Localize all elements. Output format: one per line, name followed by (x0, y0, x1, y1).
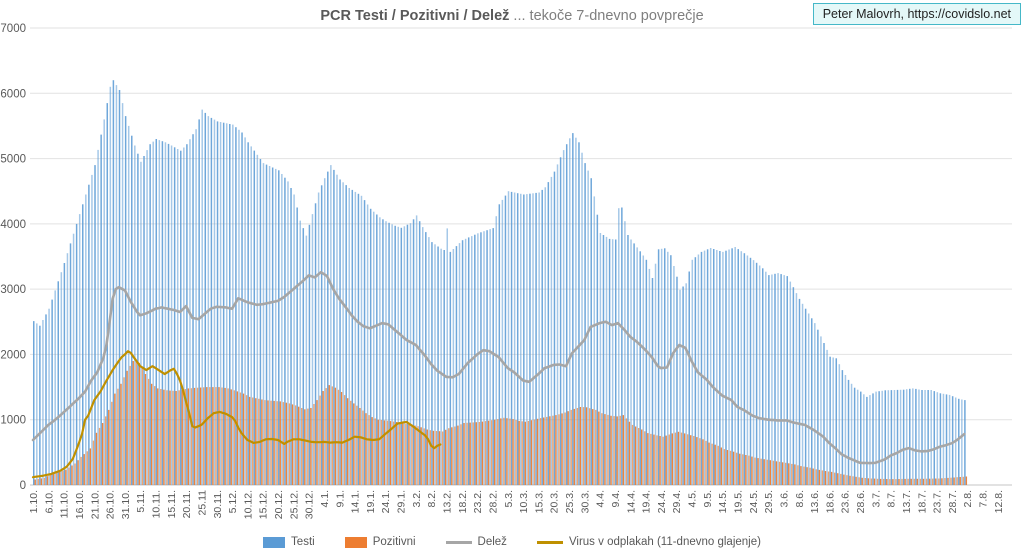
svg-text:23.7.: 23.7. (932, 490, 944, 513)
svg-text:24.1.: 24.1. (380, 490, 392, 513)
svg-text:18.2.: 18.2. (457, 490, 469, 513)
chart-title-main: PCR Testi / Pozitivni / Delež (320, 8, 510, 24)
svg-text:5.12.: 5.12. (227, 490, 239, 513)
svg-text:7000: 7000 (0, 23, 26, 35)
svg-text:8.6.: 8.6. (794, 490, 806, 508)
virus-line (31, 350, 442, 479)
svg-text:3.6.: 3.6. (778, 490, 790, 508)
svg-text:26.10.: 26.10. (105, 490, 117, 519)
svg-text:15.12.: 15.12. (258, 490, 270, 519)
svg-text:28.2.: 28.2. (487, 490, 499, 513)
svg-text:4.1.: 4.1. (319, 490, 331, 508)
svg-text:9.5.: 9.5. (702, 490, 714, 508)
svg-text:25.3.: 25.3. (564, 490, 576, 513)
svg-text:29.5.: 29.5. (763, 490, 775, 513)
svg-text:28.6.: 28.6. (855, 490, 867, 513)
svg-text:5.3.: 5.3. (503, 490, 515, 508)
svg-text:19.4.: 19.4. (641, 490, 653, 513)
svg-text:18.7.: 18.7. (916, 490, 928, 513)
svg-text:6000: 6000 (0, 88, 26, 100)
svg-text:29.1.: 29.1. (396, 490, 408, 513)
svg-text:7.8.: 7.8. (978, 490, 990, 508)
svg-text:5.11.: 5.11. (135, 490, 147, 513)
svg-text:30.3.: 30.3. (579, 490, 591, 513)
legend-label: Delež (477, 536, 507, 548)
svg-text:13.7.: 13.7. (901, 490, 913, 513)
svg-text:12.8.: 12.8. (993, 490, 1005, 513)
legend-swatch (445, 540, 472, 544)
legend-swatch (344, 536, 367, 548)
svg-text:18.6.: 18.6. (824, 490, 836, 513)
svg-text:8.7.: 8.7. (886, 490, 898, 508)
svg-text:0: 0 (20, 480, 26, 492)
svg-text:3000: 3000 (0, 284, 26, 296)
legend-item-virus-v-odplakah-11-dnevno-glajenje: Virus v odplakah (11-dnevno glajenje) (536, 536, 761, 548)
svg-text:14.4.: 14.4. (625, 490, 637, 513)
legend-swatch (263, 536, 286, 548)
svg-text:29.4.: 29.4. (671, 490, 683, 513)
svg-text:9.1.: 9.1. (334, 490, 346, 508)
svg-text:25.12.: 25.12. (288, 490, 300, 519)
svg-text:21.10.: 21.10. (89, 490, 101, 519)
svg-text:19.1.: 19.1. (365, 490, 377, 513)
svg-text:24.5.: 24.5. (748, 490, 760, 513)
legend-item-testi: Testi (263, 536, 315, 548)
svg-text:10.11.: 10.11. (151, 490, 163, 518)
svg-text:5000: 5000 (0, 154, 26, 166)
svg-text:1000: 1000 (0, 415, 26, 427)
svg-text:9.4.: 9.4. (610, 490, 622, 508)
legend-label: Pozitivni (372, 536, 416, 548)
svg-text:31.10.: 31.10. (120, 490, 132, 519)
pozitivni-bars (34, 361, 968, 486)
legend-item-pozitivni: Pozitivni (344, 536, 416, 548)
y-axis-labels: 0 1000 2000 3000 4000 5000 6000 7000 (0, 23, 26, 492)
svg-text:15.3.: 15.3. (533, 490, 545, 513)
svg-text:13.2.: 13.2. (442, 490, 454, 513)
svg-text:23.2.: 23.2. (472, 490, 484, 513)
chart-title-sub: ... tekoče 7-dnevno povprečje (509, 8, 704, 24)
legend-label: Virus v odplakah (11-dnevno glajenje) (568, 536, 761, 548)
svg-text:14.1.: 14.1. (350, 490, 362, 513)
legend-label: Testi (291, 536, 315, 548)
svg-text:2.8.: 2.8. (962, 490, 974, 508)
chart-title: PCR Testi / Pozitivni / Delež ... tekoče… (0, 8, 1024, 24)
svg-text:4.4.: 4.4. (595, 490, 607, 508)
svg-text:2000: 2000 (0, 349, 26, 361)
svg-text:13.6.: 13.6. (809, 490, 821, 513)
svg-text:15.11.: 15.11. (166, 490, 178, 518)
delez-line (31, 270, 966, 465)
svg-text:10.3.: 10.3. (518, 490, 530, 513)
svg-text:16.10.: 16.10. (74, 490, 86, 519)
svg-text:30.12.: 30.12. (304, 490, 316, 519)
svg-text:8.2.: 8.2. (426, 490, 438, 508)
svg-text:23.6.: 23.6. (840, 490, 852, 513)
svg-text:3.7.: 3.7. (870, 490, 882, 508)
legend-swatch (536, 540, 563, 544)
svg-text:4000: 4000 (0, 219, 26, 231)
svg-text:11.10.: 11.10. (59, 490, 71, 518)
svg-text:1.10.: 1.10. (28, 490, 40, 513)
testi-bars (33, 80, 966, 486)
svg-text:30.11.: 30.11. (212, 490, 224, 518)
x-axis-labels: 1.10. 6.10. 11.10. 16.10. 21.10. 26.10. 31.10.… (28, 490, 1005, 519)
credit-text: Peter Malovrh, https://covidslo.net (822, 7, 1011, 21)
credit-box: Peter Malovrh, https://covidslo.net (812, 3, 1021, 25)
svg-text:6.10.: 6.10. (43, 490, 55, 513)
svg-text:19.5.: 19.5. (733, 490, 745, 513)
svg-text:3.2.: 3.2. (411, 490, 423, 508)
legend-item-dele: Delež (445, 536, 507, 548)
svg-text:4.5.: 4.5. (687, 490, 699, 508)
svg-text:24.4.: 24.4. (656, 490, 668, 513)
svg-text:28.7.: 28.7. (947, 490, 959, 513)
svg-text:25.11: 25.11 (197, 490, 209, 516)
svg-text:20.11.: 20.11. (181, 490, 193, 518)
svg-text:20.3.: 20.3. (549, 490, 561, 513)
svg-text:20.12.: 20.12. (273, 490, 285, 519)
svg-text:14.5.: 14.5. (717, 490, 729, 513)
chart-legend: Testi Pozitivni Delež Virus v odplakah (11-… (0, 536, 1024, 548)
svg-text:10.12.: 10.12. (242, 490, 254, 519)
